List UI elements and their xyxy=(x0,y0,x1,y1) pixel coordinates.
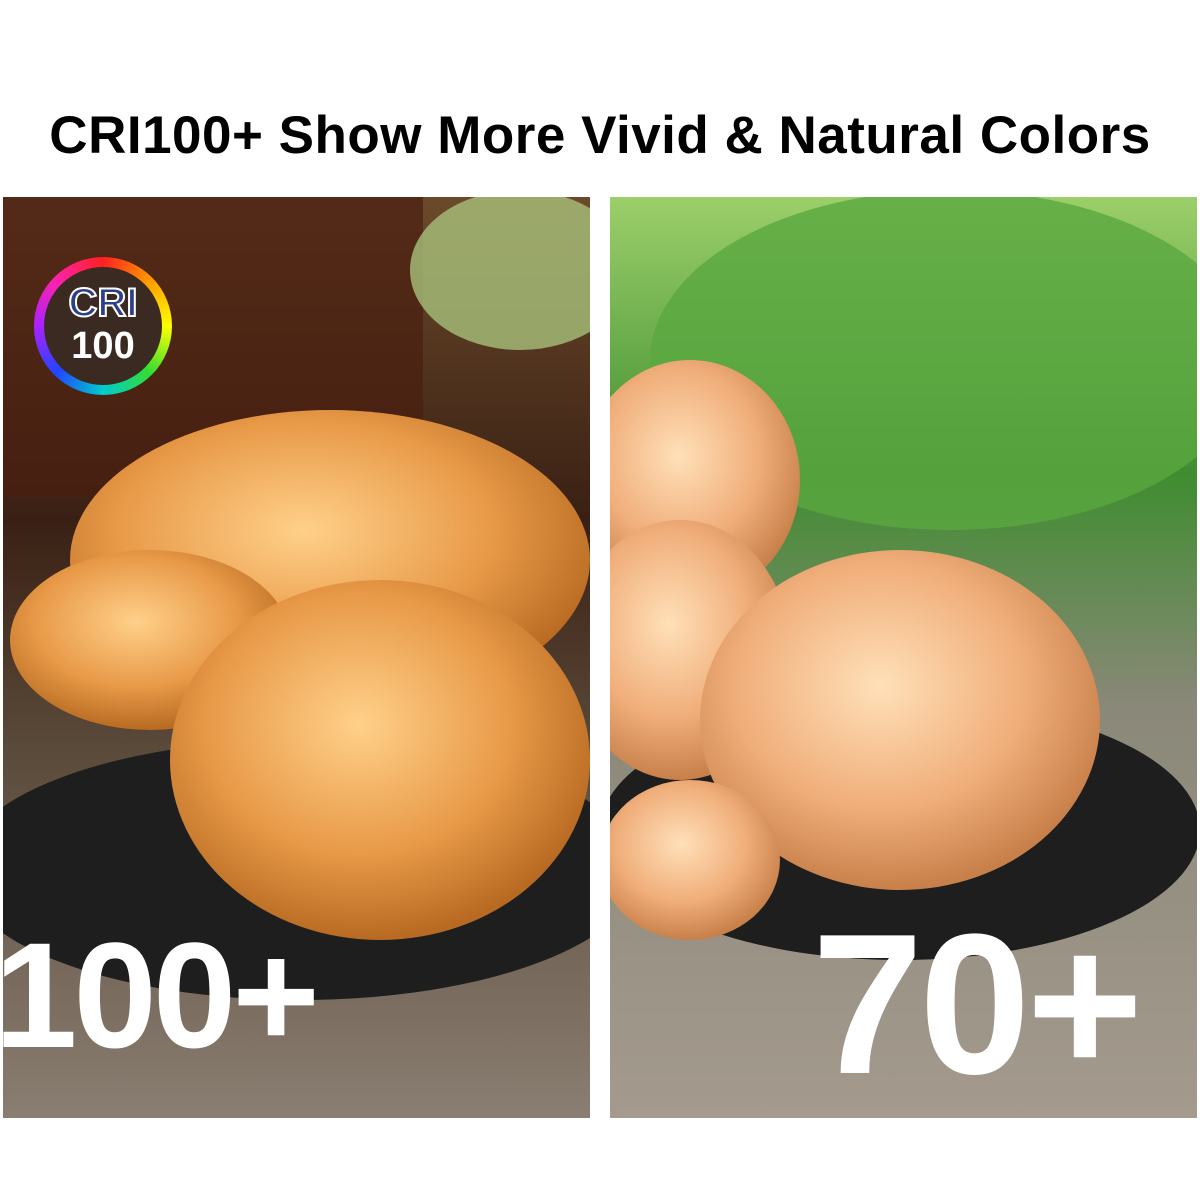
panel-label: 70+ xyxy=(812,893,1143,1116)
title: CRI100+ Show More Vivid & Natural Colors xyxy=(49,106,1151,165)
cri-badge: CRI 100 xyxy=(34,257,172,395)
badge-bottom: 100 xyxy=(71,325,135,367)
badge-top: CRI xyxy=(68,280,139,326)
panel-label: 100+ xyxy=(0,911,320,1079)
badge-inner: CRI 100 xyxy=(44,267,162,385)
right-panel xyxy=(610,197,1197,1118)
left-panel xyxy=(3,197,590,1118)
